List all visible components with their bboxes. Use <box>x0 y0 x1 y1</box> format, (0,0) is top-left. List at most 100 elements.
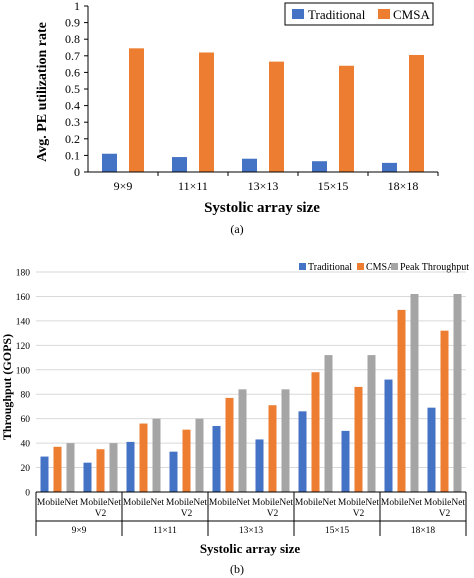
x-category-label: MobileNet <box>381 498 423 508</box>
x-category-label-line2: V2 <box>95 509 107 519</box>
bar-cmsa-5 <box>268 405 277 492</box>
chart-b-y-axis-label: Throughput (GOPS) <box>0 334 14 440</box>
legend-label-cmsa: CMSA <box>366 262 395 273</box>
x-tick-label: 15×15 <box>318 179 349 193</box>
legend-swatch-cmsa <box>378 9 390 19</box>
bar-peak-throughput-7 <box>367 355 376 492</box>
y-tick-label: 0 <box>74 165 80 179</box>
bar-cmsa-2 <box>139 423 148 492</box>
x-category-label: MobileNet <box>123 498 165 508</box>
legend-label-traditional: Traditional <box>308 262 352 273</box>
x-category-label-line2: V2 <box>439 509 451 519</box>
y-tick-label: 0.9 <box>65 16 80 30</box>
chart-a-x-axis-label: Systolic array size <box>204 200 320 216</box>
bar-cmsa-3 <box>339 65 354 172</box>
y-tick-label: 0.6 <box>65 65 80 79</box>
y-tick-label: 40 <box>21 440 31 450</box>
bar-traditional-5 <box>255 439 264 492</box>
y-tick-label: 0.2 <box>65 132 80 146</box>
x-tick-label: 13×13 <box>248 179 279 193</box>
legend-label-peak-throughput: Peak Throughput <box>400 262 469 273</box>
chart-b-legend: Traditional CMSA Peak Throughput <box>299 262 469 273</box>
x-category-label: MobileNet <box>295 498 337 508</box>
y-tick-label: 0 <box>25 489 30 499</box>
legend-swatch-cmsa <box>357 263 364 270</box>
x-category-label: MobileNet <box>37 498 79 508</box>
bar-traditional-1 <box>172 157 187 172</box>
bar-traditional-3 <box>169 451 178 492</box>
bar-traditional-0 <box>102 153 117 172</box>
bar-peak-throughput-8 <box>410 294 419 492</box>
bar-cmsa-1 <box>96 449 105 492</box>
bar-cmsa-4 <box>409 54 424 172</box>
x-tick-label: 18×18 <box>388 179 419 193</box>
bar-cmsa-1 <box>199 52 214 173</box>
y-tick-label: 0.7 <box>65 49 80 63</box>
bar-cmsa-0 <box>129 48 144 172</box>
legend-swatch-traditional <box>299 263 306 270</box>
bar-traditional-0 <box>40 456 49 492</box>
x-category-label-line2: V2 <box>181 509 193 519</box>
legend-swatch-peak-throughput <box>391 263 398 270</box>
x-tick-label: 11×11 <box>178 179 208 193</box>
chart-a-legend: Traditional CMSA <box>284 2 434 26</box>
x-category-label-line2: V2 <box>267 509 279 519</box>
y-tick-label: 20 <box>21 464 31 474</box>
bar-traditional-2 <box>126 441 135 492</box>
bar-cmsa-9 <box>440 330 449 492</box>
group-label: 18×18 <box>411 526 436 536</box>
bar-traditional-1 <box>83 462 92 492</box>
x-category-label: MobileNet <box>80 498 122 508</box>
bar-cmsa-8 <box>397 309 406 492</box>
legend-swatch-traditional <box>292 9 304 19</box>
bar-peak-throughput-6 <box>324 355 333 492</box>
bar-peak-throughput-3 <box>195 418 204 492</box>
bar-traditional-7 <box>341 430 350 492</box>
x-category-label: MobileNet <box>424 498 466 508</box>
y-tick-label: 0.3 <box>65 115 80 129</box>
group-label: 13×13 <box>239 526 264 536</box>
y-tick-label: 160 <box>16 293 31 303</box>
x-category-label: MobileNet <box>166 498 208 508</box>
bar-traditional-4 <box>382 162 397 172</box>
bar-peak-throughput-5 <box>281 389 290 492</box>
y-tick-label: 60 <box>21 415 31 425</box>
bar-peak-throughput-2 <box>152 418 161 492</box>
x-category-label: MobileNet <box>252 498 294 508</box>
chart-b-x-axis-label: Systolic array size <box>200 541 301 556</box>
y-tick-label: 1 <box>74 0 80 13</box>
legend-label-traditional: Traditional <box>308 7 366 22</box>
legend-label-cmsa: CMSA <box>393 7 430 22</box>
bar-cmsa-7 <box>354 386 363 492</box>
x-category-label-line2: V2 <box>353 509 365 519</box>
bar-traditional-2 <box>242 158 257 172</box>
bar-traditional-9 <box>427 407 436 492</box>
bar-cmsa-3 <box>182 429 191 492</box>
bar-peak-throughput-4 <box>238 389 247 492</box>
x-category-label: MobileNet <box>338 498 380 508</box>
bar-traditional-6 <box>298 411 307 492</box>
bar-peak-throughput-1 <box>109 443 118 492</box>
x-tick-label: 9×9 <box>114 179 133 193</box>
bar-traditional-4 <box>212 426 221 492</box>
bar-cmsa-0 <box>53 446 62 492</box>
y-tick-label: 100 <box>16 366 31 376</box>
chart-b-caption: (b) <box>230 562 244 576</box>
y-tick-label: 0.1 <box>65 148 80 162</box>
group-label: 9×9 <box>72 526 87 536</box>
chart-a-y-axis-label: Avg. PE utilization rate <box>35 22 50 162</box>
group-label: 11×11 <box>153 526 177 536</box>
y-tick-label: 0.4 <box>65 99 80 113</box>
chart-a-caption: (a) <box>230 222 243 236</box>
bar-traditional-8 <box>384 379 393 492</box>
y-tick-label: 80 <box>21 391 31 401</box>
bar-peak-throughput-9 <box>453 294 462 492</box>
chart-a-utilization: 0 0.1 0.2 0.3 0.4 0.5 0.6 0.7 0.8 0.9 1 9×9 11×11 13… <box>35 0 439 236</box>
y-tick-label: 120 <box>16 342 31 352</box>
bar-cmsa-6 <box>311 372 320 492</box>
y-tick-label: 0.5 <box>65 82 80 96</box>
bar-cmsa-2 <box>269 61 284 172</box>
y-tick-label: 0.8 <box>65 32 80 46</box>
bar-peak-throughput-0 <box>66 443 75 492</box>
